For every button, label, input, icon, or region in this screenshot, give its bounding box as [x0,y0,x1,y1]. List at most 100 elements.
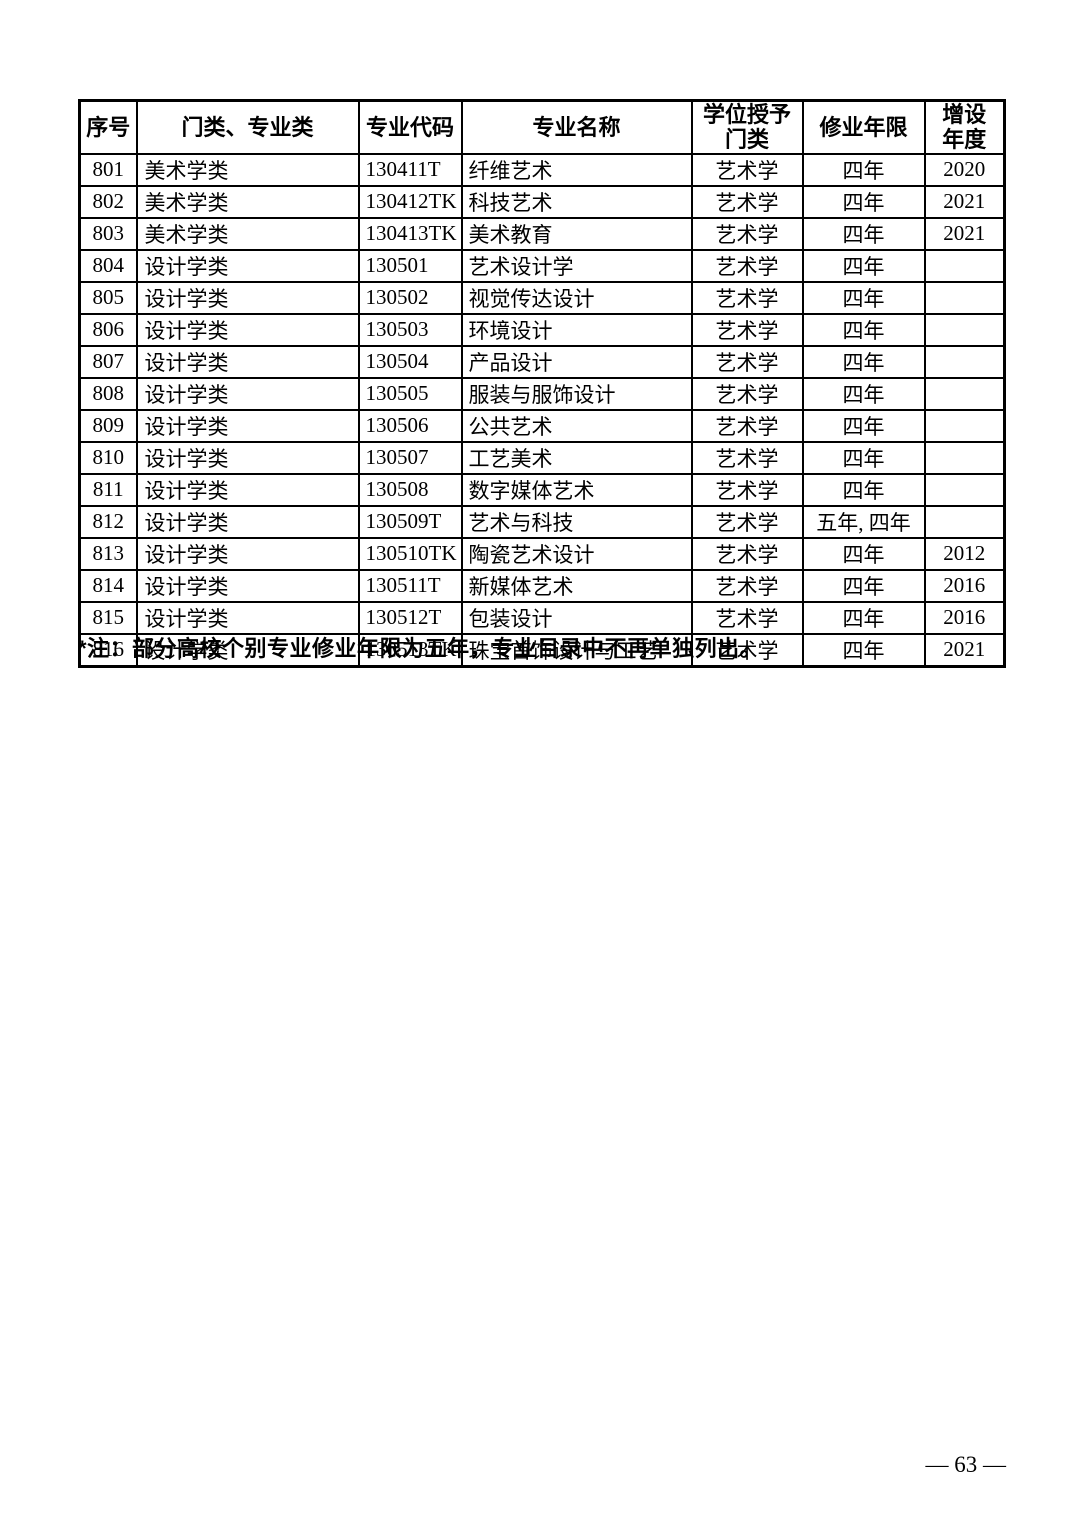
cell-duration: 四年 [801,440,926,475]
header-category: 门类、专业类 [135,99,360,155]
cell-code: 130412TK [357,184,463,219]
cell-duration: 四年 [801,568,926,603]
cell-year [923,376,1006,411]
cell-name: 环境设计 [460,312,693,347]
cell-year: 2021 [923,184,1006,219]
cell-duration: 四年 [801,312,926,347]
cell-duration: 四年 [801,216,926,251]
cell-year [923,440,1006,475]
cell-seq: 802 [78,184,138,219]
header-year: 增设 年度 [923,99,1006,155]
cell-name: 纤维艺术 [460,152,693,187]
table-row: 803 美术学类 130413TK 美术教育 艺术学 四年 2021 [78,216,1006,251]
cell-year: 2020 [923,152,1006,187]
cell-name: 包装设计 [460,600,693,635]
cell-degree: 艺术学 [690,440,804,475]
cell-category: 美术学类 [135,152,360,187]
cell-degree: 艺术学 [690,472,804,507]
cell-year: 2016 [923,568,1006,603]
cell-year [923,248,1006,283]
cell-seq: 803 [78,216,138,251]
cell-seq: 804 [78,248,138,283]
cell-name: 数字媒体艺术 [460,472,693,507]
cell-name: 视觉传达设计 [460,280,693,315]
cell-duration: 四年 [801,184,926,219]
cell-year: 2021 [923,216,1006,251]
cell-degree: 艺术学 [690,568,804,603]
page-number: — 63 — [925,1452,1007,1477]
table-row: 809 设计学类 130506 公共艺术 艺术学 四年 [78,408,1006,443]
cell-name: 新媒体艺术 [460,568,693,603]
cell-degree: 艺术学 [690,248,804,283]
cell-name: 科技艺术 [460,184,693,219]
cell-category: 设计学类 [135,568,360,603]
cell-code: 130511T [357,568,463,603]
table-row: 802 美术学类 130412TK 科技艺术 艺术学 四年 2021 [78,184,1006,219]
cell-degree: 艺术学 [690,152,804,187]
cell-code: 130504 [357,344,463,379]
cell-category: 设计学类 [135,536,360,571]
cell-year [923,280,1006,315]
cell-seq: 811 [78,472,138,507]
cell-year: 2012 [923,536,1006,571]
cell-duration: 四年 [801,248,926,283]
table-row: 805 设计学类 130502 视觉传达设计 艺术学 四年 [78,280,1006,315]
cell-duration: 四年 [801,536,926,571]
cell-name: 产品设计 [460,344,693,379]
header-seq: 序号 [78,99,138,155]
cell-seq: 801 [78,152,138,187]
table-row: 806 设计学类 130503 环境设计 艺术学 四年 [78,312,1006,347]
cell-seq: 815 [78,600,138,635]
table-header: 序号 门类、专业类 专业代码 专业名称 学位授予 门类 修业年限 增设 年度 [78,99,1006,155]
cell-duration: 四年 [801,376,926,411]
header-name: 专业名称 [460,99,693,155]
cell-name: 美术教育 [460,216,693,251]
cell-year: 2021 [923,632,1006,667]
cell-duration: 四年 [801,344,926,379]
cell-code: 130502 [357,280,463,315]
cell-degree: 艺术学 [690,344,804,379]
cell-category: 设计学类 [135,632,360,667]
cell-category: 设计学类 [135,312,360,347]
table-row: 813 设计学类 130510TK 陶瓷艺术设计 艺术学 四年 2012 [78,536,1006,571]
cell-seq: 814 [78,568,138,603]
table-row: 804 设计学类 130501 艺术设计学 艺术学 四年 [78,248,1006,283]
table-row: 807 设计学类 130504 产品设计 艺术学 四年 [78,344,1006,379]
cell-category: 设计学类 [135,408,360,443]
cell-code: 130506 [357,408,463,443]
cell-seq: 810 [78,440,138,475]
cell-year [923,408,1006,443]
cell-degree: 艺术学 [690,216,804,251]
cell-category: 设计学类 [135,376,360,411]
cell-category: 设计学类 [135,248,360,283]
cell-code: 130507 [357,440,463,475]
cell-degree: 艺术学 [690,504,804,539]
table-row: 811 设计学类 130508 数字媒体艺术 艺术学 四年 [78,472,1006,507]
table-row: 814 设计学类 130511T 新媒体艺术 艺术学 四年 2016 [78,568,1006,603]
cell-category: 设计学类 [135,280,360,315]
cell-category: 设计学类 [135,472,360,507]
cell-code: 130501 [357,248,463,283]
cell-name: 艺术与科技 [460,504,693,539]
cell-duration: 四年 [801,472,926,507]
cell-code: 130508 [357,472,463,507]
cell-degree: 艺术学 [690,600,804,635]
table-row: 808 设计学类 130505 服装与服饰设计 艺术学 四年 [78,376,1006,411]
majors-table: 序号 门类、专业类 专业代码 专业名称 学位授予 门类 修业年限 增设 年度 8… [78,99,1006,668]
cell-name: 艺术设计学 [460,248,693,283]
cell-name: 服装与服饰设计 [460,376,693,411]
table-row: 815 设计学类 130512T 包装设计 艺术学 四年 2016 [78,600,1006,635]
cell-name: 公共艺术 [460,408,693,443]
cell-duration: 五年, 四年 [801,504,926,539]
cell-category: 设计学类 [135,440,360,475]
cell-code: 130503 [357,312,463,347]
cell-duration: 四年 [801,632,926,667]
cell-year [923,472,1006,507]
cell-code: 130411T [357,152,463,187]
cell-degree: 艺术学 [690,632,804,667]
cell-year: 2016 [923,600,1006,635]
cell-code: 130510TK [357,536,463,571]
cell-category: 美术学类 [135,216,360,251]
cell-code: 130512T [357,600,463,635]
